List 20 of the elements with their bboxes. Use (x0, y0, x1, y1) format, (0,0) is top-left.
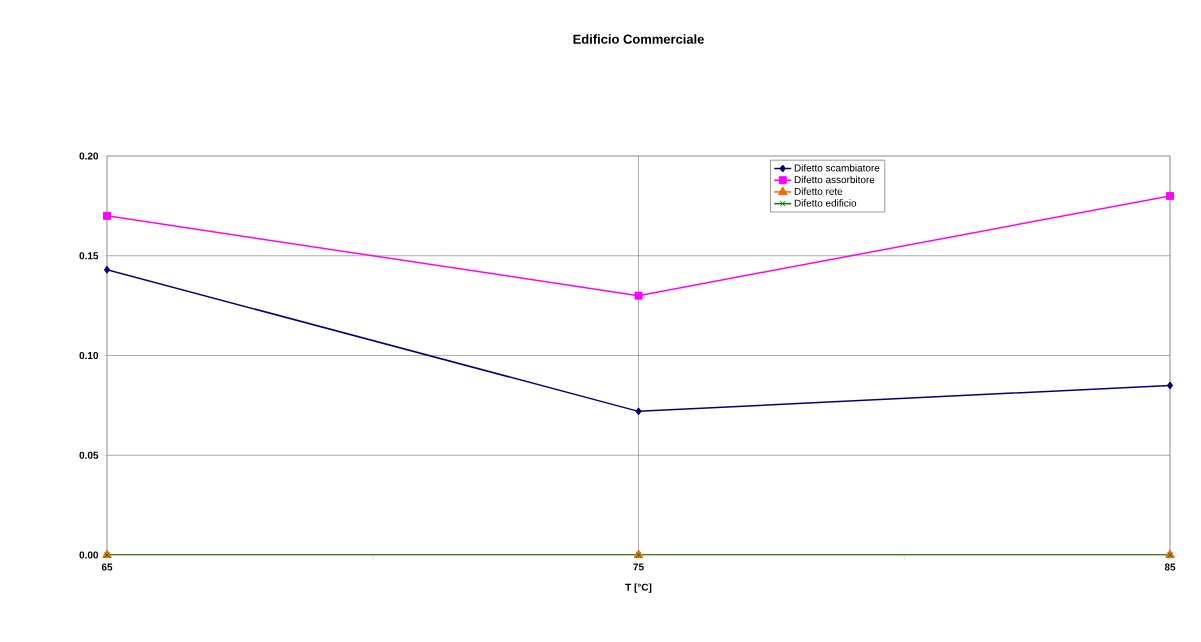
x-tick-label: 85 (1164, 563, 1176, 571)
legend-label: Difetto scambiatore (794, 164, 880, 172)
chart-title: Edificio Commerciale (573, 34, 704, 44)
x-tick-label: 75 (633, 563, 644, 571)
point (635, 407, 642, 416)
y-tick-label: 0.10 (79, 351, 99, 360)
point (1166, 381, 1174, 390)
point (103, 211, 111, 220)
x-axis-title: T [°C] (625, 583, 652, 593)
legend-label: Difetto edificio (794, 199, 857, 207)
y-tick-label: 0.15 (79, 252, 99, 260)
point (1166, 191, 1174, 200)
legend-label: Difetto assorbitore (794, 175, 875, 184)
y-tick-label: 0.00 (79, 551, 99, 559)
point (103, 265, 111, 274)
legend-label: Difetto rete (794, 187, 843, 195)
x-tick-label: 65 (101, 563, 113, 571)
point (634, 291, 643, 300)
y-tick-label: 0.20 (79, 152, 99, 160)
y-tick-label: 0.05 (79, 451, 99, 459)
